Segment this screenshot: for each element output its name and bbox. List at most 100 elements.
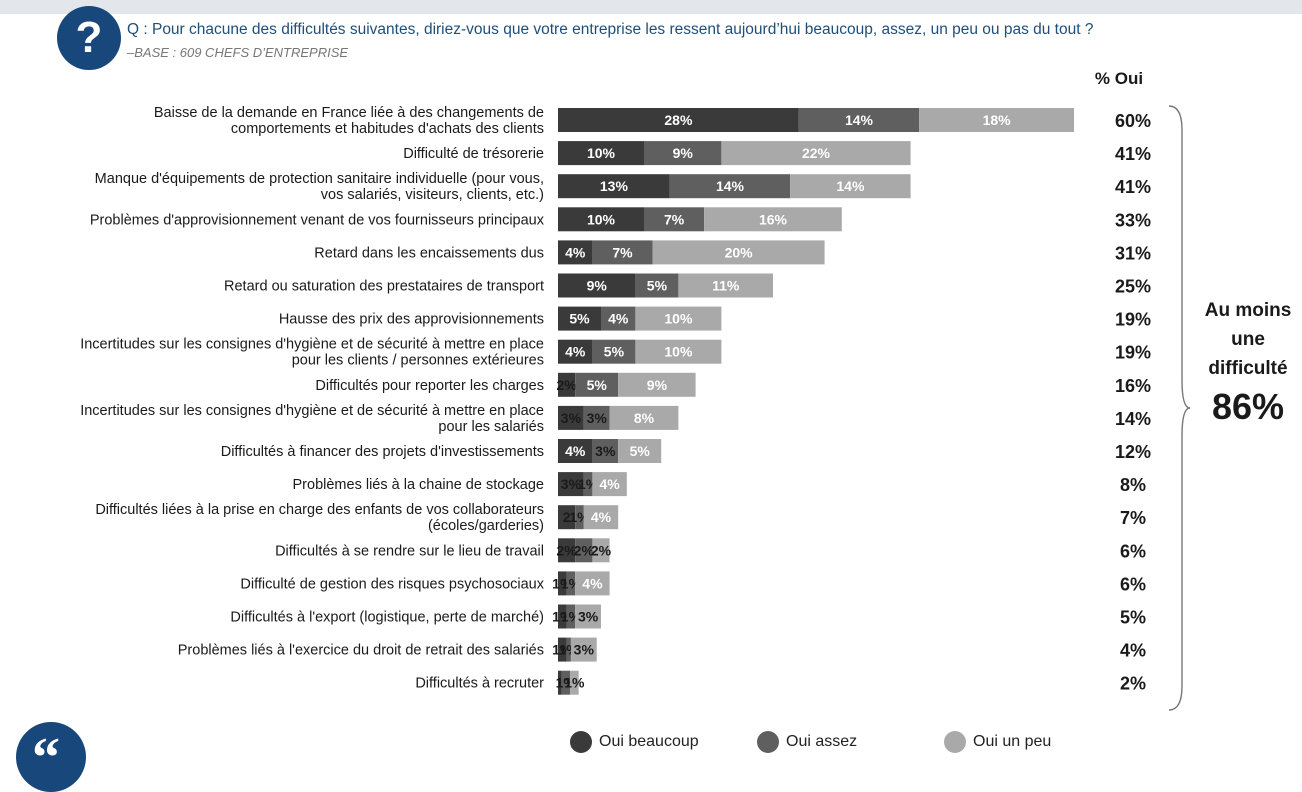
total-oui: 25% xyxy=(1115,277,1151,297)
question-icon: ? xyxy=(57,6,121,70)
category-label-line: Difficulté de trésorerie xyxy=(403,146,544,162)
bar-segment-peu xyxy=(592,538,610,563)
legend-item-peu: Oui un peu xyxy=(944,730,1051,754)
bar-segment-beaucoup xyxy=(558,240,593,265)
data-label: 4% xyxy=(591,509,612,525)
bar-segment-peu xyxy=(652,240,825,265)
bar-segment-assez xyxy=(575,505,584,530)
total-oui: 6% xyxy=(1120,541,1146,561)
bar-segment-beaucoup xyxy=(558,472,584,497)
category-label-line: Retard ou saturation des prestataires de… xyxy=(224,279,544,295)
category-label: Incertitudes sur les consignes d'hygiène… xyxy=(80,403,544,435)
category-label-line: Difficultés à financer des projets d'inv… xyxy=(221,444,544,460)
data-label: 4% xyxy=(565,443,586,459)
category-label-line: Incertitudes sur les consignes d'hygiène… xyxy=(80,337,544,353)
bar-segment-beaucoup xyxy=(558,439,593,463)
bar-segment-beaucoup xyxy=(558,372,576,397)
bar-segment-peu xyxy=(592,472,627,497)
category-label-line: Problèmes liés à la chaine de stockage xyxy=(293,477,544,493)
total-oui: 31% xyxy=(1115,243,1151,263)
bar-segment-beaucoup xyxy=(558,637,567,662)
bar-segment-beaucoup xyxy=(558,538,576,563)
bar-segment-assez xyxy=(635,273,679,298)
bar-segment-assez xyxy=(798,108,920,132)
category-label-line: Baisse de la demande en France liée à de… xyxy=(154,105,544,121)
bar-segment-assez xyxy=(583,472,593,497)
summary-block: Au moins une difficulté 86% xyxy=(1196,296,1300,431)
category-label-line: Incertitudes sur les consignes d'hygiène… xyxy=(80,403,544,419)
category-label-line: Difficultés liées à la prise en charge d… xyxy=(95,502,544,518)
data-label: 5% xyxy=(630,443,651,459)
legend-item-assez: Oui assez xyxy=(757,730,857,754)
data-label: 5% xyxy=(604,344,625,360)
category-label-line: pour les clients / personnes extérieures xyxy=(292,353,544,369)
bar-segment-peu xyxy=(678,273,773,298)
category-label-line: Difficultés à se rendre sur le lieu de t… xyxy=(275,543,544,559)
data-label: 4% xyxy=(565,344,586,360)
data-label: 10% xyxy=(664,311,693,327)
category-label: Problèmes d'approvisionnement venant de … xyxy=(90,212,545,228)
data-label: 9% xyxy=(647,377,668,393)
question-text: Q : Pour chacune des difficultés suivant… xyxy=(127,21,1094,38)
category-label: Difficulté de trésorerie xyxy=(403,146,544,162)
bar-segment-peu xyxy=(618,439,662,463)
data-label: 14% xyxy=(845,112,874,128)
category-label: Difficultés à se rendre sur le lieu de t… xyxy=(275,543,544,559)
bar-segment-peu xyxy=(635,339,722,364)
category-label-line: Hausse des prix des approvisionnements xyxy=(279,312,544,328)
bar-segment-beaucoup xyxy=(558,273,636,298)
total-oui: 6% xyxy=(1120,574,1146,594)
data-label: 14% xyxy=(836,178,865,194)
bar-segment-peu xyxy=(575,571,610,596)
category-label: Difficultés à recruter xyxy=(415,676,544,692)
category-label: Hausse des prix des approvisionnements xyxy=(279,312,544,328)
data-label: 9% xyxy=(587,278,608,294)
legend-label-beaucoup: Oui beaucoup xyxy=(599,733,699,750)
category-label-line: (écoles/garderies) xyxy=(428,518,544,534)
bar-segment-assez xyxy=(566,571,576,596)
data-label: 7% xyxy=(612,244,633,260)
data-label: 10% xyxy=(587,211,616,227)
legend-swatch-beaucoup xyxy=(570,731,592,753)
total-oui: 14% xyxy=(1115,409,1151,429)
legend-item-beaucoup: Oui beaucoup xyxy=(570,730,699,754)
category-label: Difficulté de gestion des risques psycho… xyxy=(240,576,544,592)
bar-segment-peu xyxy=(790,174,911,199)
legend-label-peu: Oui un peu xyxy=(973,733,1052,750)
data-label: 5% xyxy=(587,377,608,393)
bar-segment-peu xyxy=(721,141,911,166)
category-label: Incertitudes sur les consignes d'hygiène… xyxy=(80,337,544,369)
data-label: 2% xyxy=(556,377,577,393)
bar-segment-assez xyxy=(669,174,791,199)
category-label-line: Problèmes liés à l'exercice du droit de … xyxy=(178,643,544,659)
total-oui: 12% xyxy=(1115,442,1151,462)
total-oui: 41% xyxy=(1115,177,1151,197)
data-label: 14% xyxy=(716,178,745,194)
summary-line3: difficulté xyxy=(1208,358,1288,379)
data-label: 10% xyxy=(587,145,616,161)
total-oui: 7% xyxy=(1120,508,1146,528)
oui-header: % Oui xyxy=(1095,69,1143,88)
bar-segment-assez xyxy=(592,339,636,364)
category-label-line: comportements et habitudes d'achats des … xyxy=(231,121,544,137)
data-label: 22% xyxy=(802,145,831,161)
data-label: 3% xyxy=(578,609,599,625)
bar-segment-assez xyxy=(575,372,619,397)
bar-segment-peu xyxy=(919,108,1074,132)
category-label-line: pour les salariés xyxy=(438,419,544,435)
data-label: 7% xyxy=(664,211,685,227)
category-label: Baisse de la demande en France liée à de… xyxy=(154,105,544,137)
data-label: 5% xyxy=(647,278,668,294)
data-label: 2 xyxy=(563,509,571,525)
bar-segment-beaucoup xyxy=(558,108,799,132)
category-label-line: Retard dans les encaissements dus xyxy=(314,245,544,261)
total-oui: 33% xyxy=(1115,210,1151,230)
data-label: 18% xyxy=(983,112,1012,128)
bar-segment-assez xyxy=(644,207,705,232)
bar-segment-beaucoup xyxy=(558,571,567,596)
category-label: Difficultés à l'export (logistique, pert… xyxy=(230,610,544,626)
total-oui: 4% xyxy=(1120,641,1146,661)
total-oui: 60% xyxy=(1115,111,1151,131)
data-label: 1% xyxy=(564,675,585,691)
summary-line1: Au moins xyxy=(1204,300,1292,321)
